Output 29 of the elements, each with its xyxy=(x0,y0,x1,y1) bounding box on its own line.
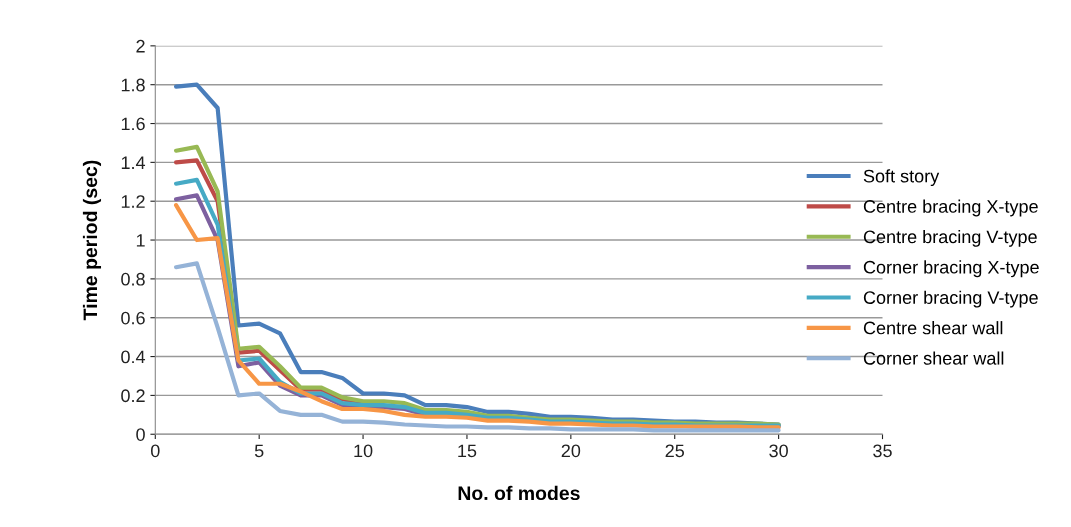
y-axis-title: Time period (sec) xyxy=(82,160,102,321)
legend-label: Corner shear wall xyxy=(863,351,1004,365)
legend-label: Corner bracing X-type xyxy=(863,260,1039,278)
x-tick-label: 25 xyxy=(665,444,685,458)
x-tick-label: 20 xyxy=(561,444,581,458)
x-tick-label: 30 xyxy=(769,444,788,458)
x-tick-label: 10 xyxy=(354,444,373,458)
x-axis-title: No. of modes xyxy=(458,485,580,501)
y-tick-label: 0.2 xyxy=(121,389,145,403)
legend-label: Corner bracing V-type xyxy=(863,290,1038,308)
y-tick-label: 0 xyxy=(136,428,145,441)
y-tick-label: 2 xyxy=(136,39,145,53)
y-tick-label: 0.4 xyxy=(121,350,146,364)
x-tick-label: 5 xyxy=(254,444,264,458)
x-tick-label: 35 xyxy=(873,444,892,458)
legend-label: Centre bracing X-type xyxy=(863,199,1038,217)
line-series xyxy=(173,261,781,433)
y-tick-label: 0.6 xyxy=(121,311,145,325)
y-tick-label: 1.6 xyxy=(121,117,145,131)
x-tick-label: 15 xyxy=(458,444,477,458)
legend-label: Centre bracing V-type xyxy=(863,229,1037,247)
y-tick-label: 1.8 xyxy=(121,78,145,92)
x-tick-label: 0 xyxy=(150,444,160,458)
y-tick-label: 1.2 xyxy=(121,195,145,208)
legend-label: Soft story xyxy=(863,169,940,187)
y-tick-label: 0.8 xyxy=(121,272,145,286)
y-tick-label: 1.4 xyxy=(121,156,146,169)
legend-label: Centre shear wall xyxy=(863,321,1003,335)
y-tick-label: 1 xyxy=(136,234,145,247)
